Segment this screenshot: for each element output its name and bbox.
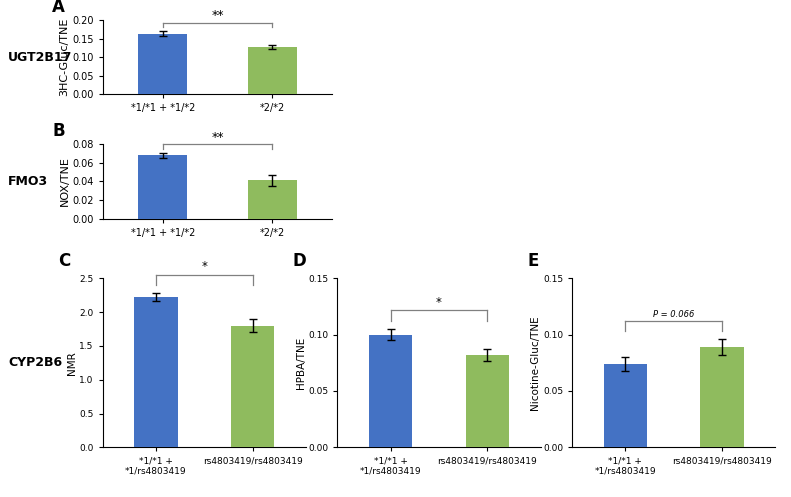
Bar: [248, 180, 297, 219]
Text: UGT2B17: UGT2B17: [8, 51, 72, 64]
Text: A: A: [52, 0, 65, 16]
Bar: [466, 355, 509, 447]
Text: *: *: [202, 260, 207, 273]
Text: CYP2B6: CYP2B6: [8, 356, 62, 369]
Bar: [231, 326, 274, 447]
Text: **: **: [211, 9, 224, 22]
Bar: [138, 34, 187, 94]
Y-axis label: HPBA/TNE: HPBA/TNE: [296, 336, 305, 389]
Text: *: *: [436, 296, 442, 309]
Bar: [134, 297, 178, 447]
Y-axis label: Nicotine-Gluc/TNE: Nicotine-Gluc/TNE: [530, 316, 540, 410]
Text: P = 0.066: P = 0.066: [653, 310, 694, 319]
Text: D: D: [293, 252, 307, 270]
Text: C: C: [59, 252, 70, 270]
Bar: [369, 334, 412, 447]
Bar: [700, 347, 744, 447]
Text: **: **: [211, 131, 224, 144]
Bar: [248, 47, 297, 94]
Text: FMO3: FMO3: [8, 175, 48, 188]
Text: B: B: [52, 122, 65, 140]
Bar: [138, 155, 187, 219]
Bar: [604, 364, 647, 447]
Y-axis label: NOX/TNE: NOX/TNE: [59, 157, 70, 206]
Y-axis label: NMR: NMR: [66, 351, 77, 375]
Y-axis label: 3HC-Gluc/TNE: 3HC-Gluc/TNE: [59, 18, 70, 96]
Text: E: E: [528, 252, 539, 270]
